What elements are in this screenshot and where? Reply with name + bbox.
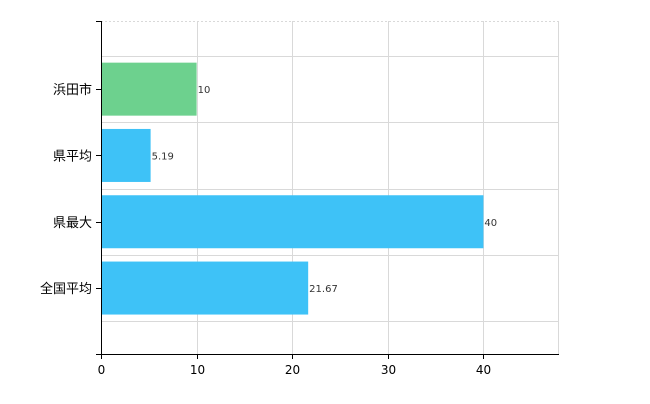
x-tick-label: 20 (285, 363, 300, 377)
axes: 0 10 20 30 40 (96, 21, 559, 377)
bar (102, 128, 151, 182)
bar (102, 195, 484, 249)
data-label: 21.67 (309, 284, 338, 295)
data-labels: 10 浜田市 5.19 県平均 40 県最大 21.67 全国平均 (40, 82, 497, 297)
data-label: 5.19 (152, 151, 174, 162)
grid-lines (101, 21, 559, 354)
bar (102, 261, 309, 315)
x-tick-label: 40 (476, 363, 491, 377)
bar (102, 62, 197, 116)
data-label: 10 (198, 85, 211, 96)
category-label: 浜田市 (53, 82, 92, 98)
x-tick-label: 30 (381, 363, 396, 377)
data-label: 40 (484, 218, 497, 229)
x-tick-label: 0 (98, 363, 106, 377)
x-tick-label: 10 (190, 363, 205, 377)
category-label: 全国平均 (40, 281, 92, 297)
bars (102, 62, 484, 315)
category-label: 県最大 (53, 216, 92, 231)
category-label: 県平均 (53, 149, 92, 164)
